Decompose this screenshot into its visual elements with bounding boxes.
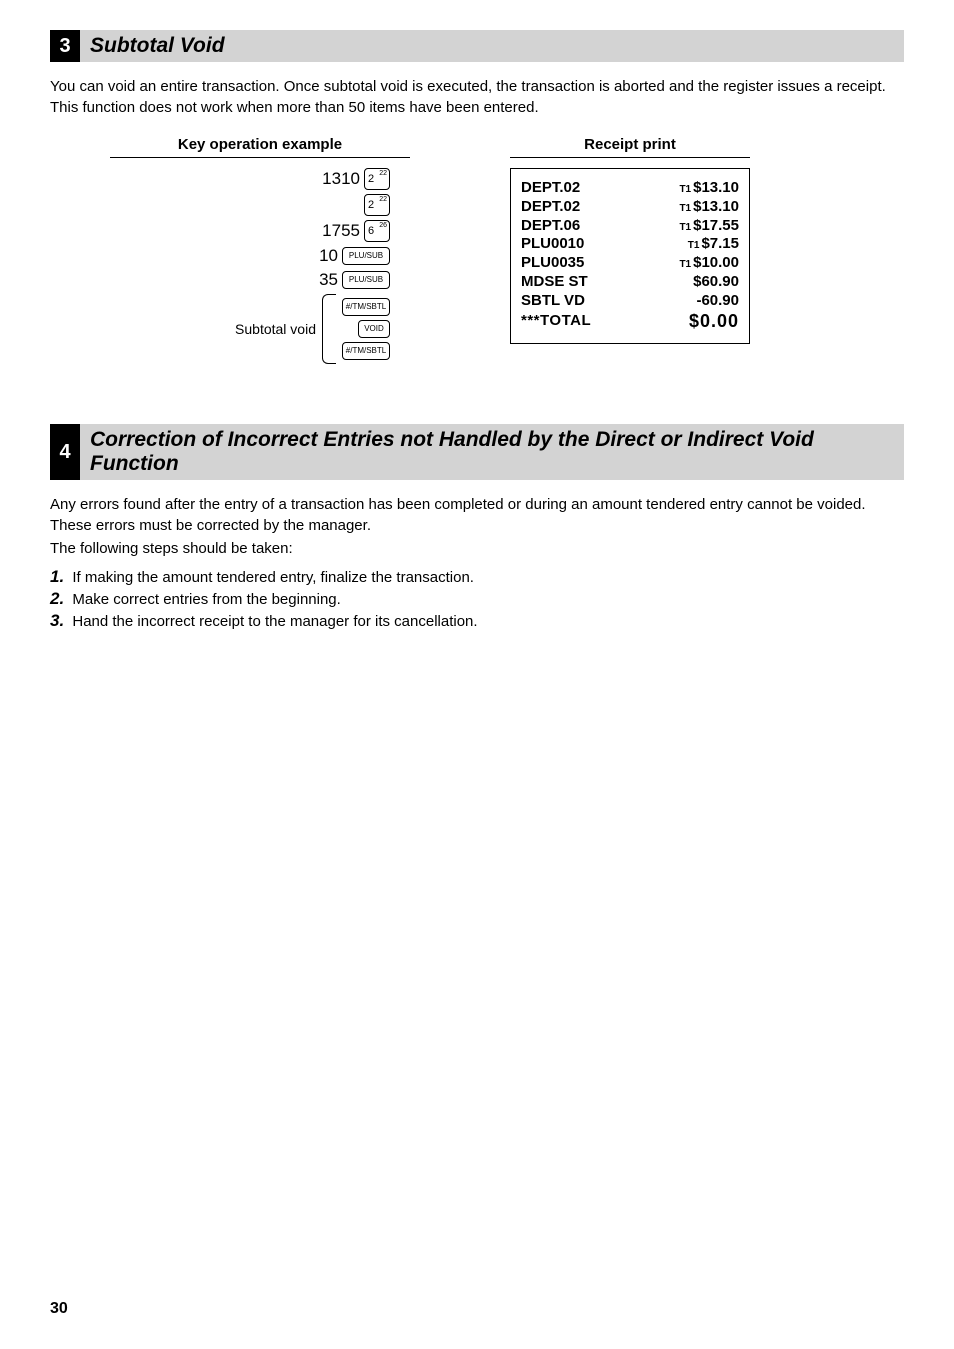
receipt-row: PLU0035T1$10.00 xyxy=(521,254,739,273)
receipt-label: MDSE ST xyxy=(521,273,639,292)
step-item: 3. Hand the incorrect receipt to the man… xyxy=(50,611,904,631)
subtotal-void-keys: #/TM/SBTL VOID #/TM/SBTL xyxy=(342,298,390,360)
receipt-total-label: ***TOTAL xyxy=(521,310,639,333)
key-plu-sub: PLU/SUB xyxy=(342,247,390,265)
keyop-row-1: 1310 2 22 xyxy=(322,168,390,190)
receipt-label: SBTL VD xyxy=(521,292,639,311)
key-void: VOID xyxy=(358,320,390,338)
example-columns: Key operation example 1310 2 22 2 22 175… xyxy=(110,136,904,364)
keyop-row-3: 1755 6 26 xyxy=(322,220,390,242)
subtotal-void-group: Subtotal void #/TM/SBTL VOID #/TM/SBTL xyxy=(235,294,390,364)
receipt-row: MDSE ST$60.90 xyxy=(521,273,739,292)
receipt-row: DEPT.02T1$13.10 xyxy=(521,198,739,217)
receipt-table: DEPT.02T1$13.10DEPT.02T1$13.10DEPT.06T1$… xyxy=(521,179,739,333)
section-3-title: Subtotal Void xyxy=(80,30,904,62)
step-item: 2. Make correct entries from the beginni… xyxy=(50,589,904,609)
receipt-row: PLU0010T1$7.15 xyxy=(521,235,739,254)
step-number: 1. xyxy=(50,567,64,586)
receipt-label: PLU0035 xyxy=(521,254,639,273)
keyop-num: 35 xyxy=(319,270,338,290)
tax-indicator: T1 xyxy=(688,240,700,251)
receipt-total-row: ***TOTAL$0.00 xyxy=(521,310,739,333)
section-4-title: Correction of Incorrect Entries not Hand… xyxy=(80,424,904,480)
step-text: Make correct entries from the beginning. xyxy=(68,591,341,608)
receipt-value: T1$17.55 xyxy=(639,217,739,236)
keyop-num: 1755 xyxy=(322,221,360,241)
step-text: Hand the incorrect receipt to the manage… xyxy=(68,613,477,630)
step-item: 1. If making the amount tendered entry, … xyxy=(50,567,904,587)
receipt-label: DEPT.06 xyxy=(521,217,639,236)
keyop-row-4: 10 PLU/SUB xyxy=(319,246,390,266)
receipt-value: T1$10.00 xyxy=(639,254,739,273)
receipt-value: $60.90 xyxy=(639,273,739,292)
key-dept-6: 6 26 xyxy=(364,220,390,242)
step-number: 3. xyxy=(50,611,64,630)
key-dept-2: 2 22 xyxy=(364,168,390,190)
receipt-row: DEPT.06T1$17.55 xyxy=(521,217,739,236)
receipt-label: DEPT.02 xyxy=(521,179,639,198)
receipt-label: PLU0010 xyxy=(521,235,639,254)
key-dept-2: 2 22 xyxy=(364,194,390,216)
tax-indicator: T1 xyxy=(679,203,691,214)
keyop-num: 10 xyxy=(319,246,338,266)
receipt-row: DEPT.02T1$13.10 xyxy=(521,179,739,198)
subtotal-void-label: Subtotal void xyxy=(235,321,316,337)
receipt-value: -60.90 xyxy=(639,292,739,311)
receipt-total-value: $0.00 xyxy=(639,310,739,333)
section-3-number: 3 xyxy=(50,30,80,62)
tax-indicator: T1 xyxy=(679,222,691,233)
section-4-number: 4 xyxy=(50,424,80,480)
receipt-value: T1$7.15 xyxy=(639,235,739,254)
receipt-value: T1$13.10 xyxy=(639,179,739,198)
receipt-header: Receipt print xyxy=(510,136,750,158)
keyop-num: 1310 xyxy=(322,169,360,189)
receipt-value: T1$13.10 xyxy=(639,198,739,217)
tax-indicator: T1 xyxy=(679,259,691,270)
section-4-para-2: The following steps should be taken: xyxy=(50,538,904,559)
section-3-header: 3 Subtotal Void xyxy=(50,30,904,62)
key-tm-sbtl: #/TM/SBTL xyxy=(342,342,390,360)
keyop-header: Key operation example xyxy=(110,136,410,158)
receipt-column: Receipt print DEPT.02T1$13.10DEPT.02T1$1… xyxy=(510,136,750,344)
step-number: 2. xyxy=(50,589,64,608)
brace-icon xyxy=(322,294,336,364)
key-plu-sub: PLU/SUB xyxy=(342,271,390,289)
step-text: If making the amount tendered entry, fin… xyxy=(68,569,474,586)
tax-indicator: T1 xyxy=(679,184,691,195)
key-tm-sbtl: #/TM/SBTL xyxy=(342,298,390,316)
receipt-row: SBTL VD-60.90 xyxy=(521,292,739,311)
steps-list: 1. If making the amount tendered entry, … xyxy=(50,567,904,631)
receipt-print-box: DEPT.02T1$13.10DEPT.02T1$13.10DEPT.06T1$… xyxy=(510,168,750,344)
key-operation-column: Key operation example 1310 2 22 2 22 175… xyxy=(110,136,410,364)
section-3-intro: You can void an entire transaction. Once… xyxy=(50,76,904,118)
keyop-row-5: 35 PLU/SUB xyxy=(319,270,390,290)
section-4-para-1: Any errors found after the entry of a tr… xyxy=(50,494,904,536)
section-4-header: 4 Correction of Incorrect Entries not Ha… xyxy=(50,424,904,480)
receipt-label: DEPT.02 xyxy=(521,198,639,217)
keyop-row-2: 2 22 xyxy=(364,194,390,216)
keyop-rows: 1310 2 22 2 22 1755 6 26 10 xyxy=(110,168,410,364)
page-number: 30 xyxy=(50,1300,68,1318)
